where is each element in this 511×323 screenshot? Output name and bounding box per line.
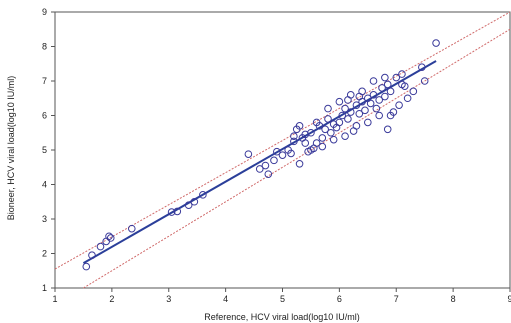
- data-point: [352, 122, 361, 130]
- data-point: [403, 94, 412, 103]
- data-point: [199, 191, 207, 199]
- x-tick-label: 2: [109, 294, 114, 304]
- data-point: [290, 137, 298, 146]
- data-point: [355, 109, 364, 118]
- data-point: [173, 207, 182, 216]
- data-point: [321, 125, 329, 134]
- data-point: [364, 118, 372, 127]
- y-tick-label: 6: [42, 111, 47, 121]
- x-tick-label: 1: [52, 294, 57, 304]
- data-point: [346, 108, 355, 116]
- data-point: [341, 132, 349, 140]
- data-point: [369, 91, 378, 99]
- data-point: [329, 135, 338, 144]
- data-point: [327, 128, 335, 137]
- data-point: [318, 134, 327, 142]
- y-tick-label: 3: [42, 214, 47, 224]
- data-point: [301, 139, 310, 147]
- data-point: [307, 128, 315, 137]
- data-point: [88, 251, 96, 260]
- data-point: [307, 146, 315, 154]
- data-point: [244, 150, 253, 158]
- data-point: [378, 84, 386, 92]
- data-point: [383, 80, 392, 89]
- data-point: [398, 70, 406, 78]
- y-tick-label: 1: [42, 283, 47, 293]
- data-point: [82, 262, 91, 271]
- y-tick-label: 7: [42, 76, 47, 86]
- x-tick-label: 6: [337, 294, 342, 304]
- y-tick-label: 8: [42, 42, 47, 52]
- x-tick-label: 4: [223, 294, 228, 304]
- data-point: [324, 115, 332, 123]
- data-point: [127, 224, 136, 233]
- data-point: [312, 118, 321, 127]
- data-point: [295, 160, 304, 168]
- data-point: [278, 151, 287, 159]
- x-tick-label: 8: [451, 294, 456, 304]
- limit-line: [54, 11, 511, 270]
- data-point: [295, 122, 304, 130]
- data-point: [270, 156, 278, 165]
- data-point: [105, 232, 113, 241]
- data-point: [264, 170, 273, 178]
- data-point: [324, 104, 332, 113]
- y-tick-label: 9: [42, 7, 47, 17]
- data-point: [290, 132, 298, 140]
- y-tick-label: 4: [42, 180, 47, 190]
- x-tick-label: 3: [166, 294, 171, 304]
- data-point: [381, 92, 389, 101]
- x-axis-label: Reference, HCV viral load(log10 IU/ml): [204, 312, 360, 322]
- data-point: [372, 104, 381, 113]
- data-point: [318, 142, 327, 151]
- data-point: [335, 97, 344, 106]
- data-point: [418, 63, 426, 71]
- limit-lines: [54, 11, 511, 289]
- data-point: [344, 115, 352, 123]
- data-point: [96, 242, 105, 251]
- data-point: [398, 80, 406, 89]
- data-point: [312, 139, 321, 147]
- data-point: [383, 125, 392, 134]
- data-point: [352, 101, 361, 109]
- data-point: [361, 106, 369, 115]
- data-point: [375, 96, 383, 104]
- data-point: [395, 101, 403, 109]
- data-point: [386, 111, 395, 120]
- data-point: [184, 201, 193, 209]
- data-point: [409, 87, 418, 96]
- data-point: [273, 147, 281, 156]
- data-point: [432, 39, 440, 47]
- data-point: [392, 73, 401, 82]
- data-point: [190, 197, 199, 206]
- x-axis: 1 2 3 4 5 6 7 8 9: [52, 288, 511, 304]
- data-point: [341, 104, 349, 113]
- data-point: [355, 92, 364, 101]
- data-point: [381, 73, 389, 82]
- data-point: [420, 77, 429, 85]
- data-point: [366, 99, 375, 108]
- limit-line: [83, 28, 511, 289]
- data-point: [375, 111, 383, 120]
- data-point: [301, 130, 310, 139]
- y-tick-label: 2: [42, 249, 47, 259]
- data-point: [369, 77, 378, 85]
- data-point: [344, 96, 352, 104]
- data-point: [106, 234, 115, 242]
- data-point: [261, 161, 270, 170]
- data-point: [335, 118, 344, 127]
- y-axis-label: Bioneer, HCV viral load(log10 IU/ml): [6, 76, 16, 221]
- data-point: [287, 149, 295, 158]
- x-tick-label: 7: [394, 294, 399, 304]
- data-points: [82, 39, 440, 271]
- x-tick-label: 5: [280, 294, 285, 304]
- y-axis: 1 2 3 4 5 6 7 8 9: [42, 7, 55, 293]
- data-point: [338, 111, 347, 120]
- data-point: [386, 87, 395, 96]
- y-tick-label: 5: [42, 145, 47, 155]
- data-point: [167, 208, 176, 216]
- data-point: [255, 165, 264, 173]
- x-tick-label: 9: [507, 294, 511, 304]
